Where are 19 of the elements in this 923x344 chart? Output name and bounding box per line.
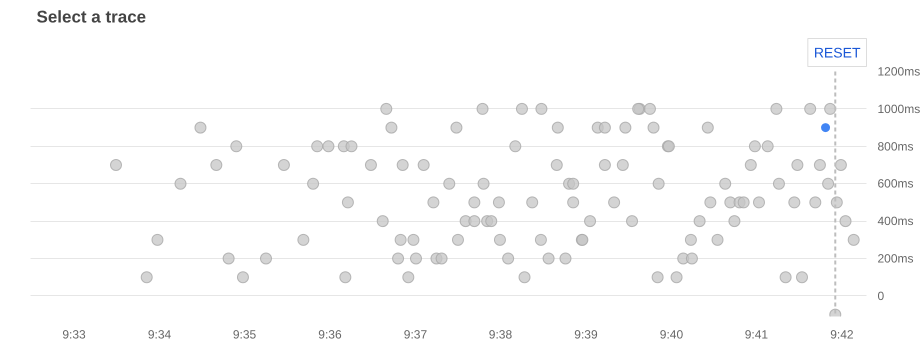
x-tick-label: 9:40 [660, 328, 684, 342]
x-tick-label: 9:38 [488, 328, 512, 342]
x-tick-label: 9:37 [404, 328, 428, 342]
y-tick-label: 800ms [878, 139, 914, 154]
y-tick-label: 0 [878, 288, 884, 303]
x-tick-label: 9:36 [318, 328, 342, 342]
text: RESET [814, 44, 861, 60]
y-tick-label: 1000ms [878, 102, 920, 116]
x-tick-label: 9:33 [62, 328, 86, 342]
x-tick-label: 9:41 [744, 328, 768, 342]
y-tick-label: 1200ms [878, 64, 920, 78]
x-tick-label: 9:42 [830, 328, 854, 342]
y-tick-label: 200ms [878, 252, 914, 266]
x-tick-label: 9:39 [574, 328, 598, 342]
y-tick-label: 400ms [878, 214, 914, 228]
x-tick-label: 9:34 [148, 328, 172, 342]
x-tick-label: 9:35 [232, 328, 256, 342]
y-tick-label: 600ms [878, 176, 914, 191]
chart-title: Select a trace [36, 8, 146, 26]
